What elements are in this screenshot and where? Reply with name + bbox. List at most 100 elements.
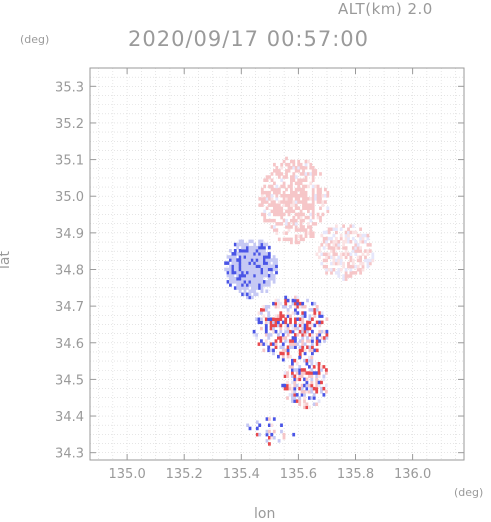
data-cell [342, 277, 345, 281]
data-cell [332, 252, 336, 256]
data-cell [310, 368, 314, 372]
data-cell [241, 242, 244, 247]
data-cell [351, 230, 355, 235]
data-cell [236, 245, 240, 250]
data-cell [279, 301, 283, 306]
data-cell [286, 351, 290, 356]
data-cell [320, 311, 324, 315]
data-cell [267, 314, 271, 318]
data-cell [268, 423, 271, 427]
data-cell [260, 239, 264, 244]
data-cell [279, 311, 283, 315]
data-cell [229, 267, 232, 272]
data-cell [311, 234, 315, 238]
data-cell [253, 255, 257, 259]
data-cell [238, 280, 242, 284]
data-cell [290, 178, 293, 182]
data-cell [253, 289, 257, 293]
data-cell [285, 187, 288, 192]
data-cell [268, 194, 271, 198]
data-cell [298, 365, 302, 369]
data-cell [275, 206, 279, 210]
data-cell [233, 255, 237, 259]
data-cell [264, 323, 268, 328]
data-cell [273, 187, 276, 192]
data-cell [255, 420, 259, 424]
data-cell [231, 280, 235, 284]
data-cell [356, 249, 360, 253]
data-cell [354, 252, 358, 256]
data-cell [286, 374, 289, 378]
data-cell [248, 239, 252, 244]
data-cell [243, 267, 247, 272]
data-cell [285, 175, 288, 179]
data-cell [273, 218, 276, 223]
data-cell [322, 230, 326, 235]
data-cell [297, 181, 301, 186]
data-cell [272, 326, 275, 331]
data-cell [347, 233, 350, 238]
data-cell [231, 267, 235, 272]
data-cell [294, 308, 297, 312]
data-cell [314, 222, 318, 226]
data-cell [310, 380, 314, 385]
data-cell [286, 329, 290, 334]
data-cell [325, 383, 328, 388]
data-cell [308, 317, 312, 321]
data-cell [272, 261, 276, 265]
data-cell [233, 277, 237, 281]
data-cell [280, 222, 284, 226]
data-cell [356, 258, 360, 263]
x-tick-label: 135.6 [280, 467, 317, 482]
data-cell [303, 390, 306, 394]
data-cell [354, 271, 358, 275]
data-cell [359, 271, 362, 275]
data-cell [351, 224, 355, 228]
data-cell [324, 200, 327, 204]
data-cell [322, 258, 326, 263]
data-cell [267, 345, 271, 349]
data-cell [274, 314, 278, 318]
data-cell [241, 249, 244, 253]
data-cell [304, 215, 308, 220]
data-cell [311, 351, 314, 356]
data-cell [267, 311, 271, 315]
data-cell [315, 390, 319, 394]
data-cell [330, 240, 333, 244]
data-cell [292, 432, 296, 437]
data-cell [269, 320, 273, 325]
data-cell [238, 273, 242, 278]
data-cell [290, 194, 293, 198]
data-cell [260, 200, 264, 204]
data-cell [311, 209, 315, 214]
data-cell [330, 227, 333, 231]
data-cell [274, 317, 278, 321]
data-cell [311, 187, 315, 192]
data-cell [330, 236, 333, 241]
data-cell [296, 333, 300, 337]
data-cell [236, 242, 240, 247]
data-cell [299, 222, 303, 226]
data-cell [273, 162, 276, 167]
data-cell [315, 362, 319, 366]
data-cell [298, 402, 302, 406]
data-cell [335, 227, 338, 231]
data-cell [325, 243, 328, 247]
data-cell [277, 209, 281, 214]
data-cell [318, 246, 321, 250]
data-cell [231, 273, 235, 278]
data-cell [258, 242, 261, 247]
data-cell [263, 200, 267, 204]
data-cell [308, 345, 312, 349]
data-cell [277, 320, 280, 325]
data-cell [294, 181, 298, 186]
data-cell [305, 358, 309, 363]
data-cell [301, 305, 305, 309]
data-cell [262, 308, 266, 312]
data-cell [339, 255, 343, 260]
data-cell [292, 159, 296, 164]
data-cell [267, 273, 271, 278]
data-cell [248, 426, 252, 431]
data-cell [258, 277, 261, 281]
y-tick-label: 34.3 [55, 447, 84, 462]
